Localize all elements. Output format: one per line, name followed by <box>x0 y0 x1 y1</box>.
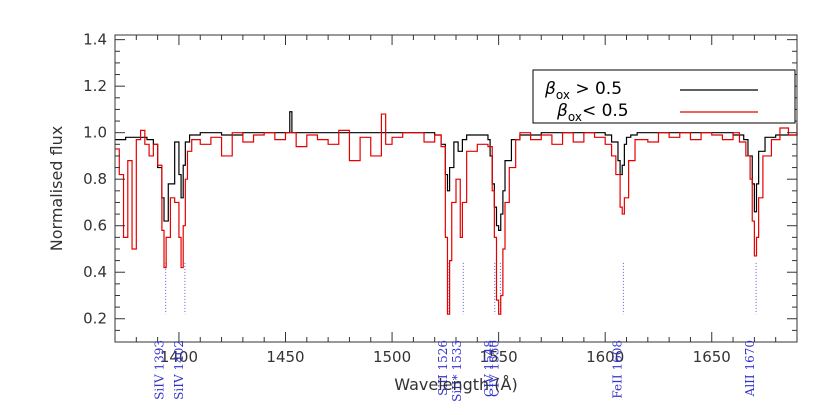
annotation-label: CIV 1548 <box>482 340 496 397</box>
annotation-marker-lines <box>165 262 757 315</box>
legend-box <box>532 69 796 124</box>
x-tick-label: 1400 <box>160 348 198 366</box>
x-tick-label: 1500 <box>373 348 411 366</box>
y-axis: 0.2 0.4 0.6 0.8 1.0 1.2 1.4 <box>83 31 797 331</box>
y-tick-label: 0.6 <box>83 217 107 235</box>
y-tick-label: 1.2 <box>83 77 107 95</box>
x-tick-label: 1650 <box>693 348 731 366</box>
x-axis-label: Wavelength (Å) <box>394 375 517 394</box>
legend-entry-label: βox< 0.5 <box>556 101 629 124</box>
annotation-label: SiII* 1533 <box>450 340 464 402</box>
x-tick-label: 1450 <box>266 348 304 366</box>
series-layer <box>115 111 798 315</box>
x-tick-label: 1600 <box>586 348 624 366</box>
annotation-labels: SiIV 1393 SiIV 1402 SiII 1526 SiII* 1533 CIV… <box>153 340 757 402</box>
annotation-label: FeII 1608 <box>610 340 624 399</box>
annotation-label: CIV 1550 <box>487 340 501 397</box>
x-axis: 1400 1450 1500 1550 1600 1650 <box>135 35 798 366</box>
legend-entry-label: βox > 0.5 <box>544 79 622 102</box>
annotation-label: SiIV 1402 <box>172 340 186 400</box>
x-tick-label: 1550 <box>480 348 518 366</box>
y-tick-label: 0.8 <box>83 170 107 188</box>
annotation-label: AlII 1670 <box>743 340 757 397</box>
annotation-label: SiIV 1393 <box>153 340 167 400</box>
annotation-label: SiII 1526 <box>436 340 450 396</box>
y-tick-label: 1.4 <box>83 31 107 49</box>
y-tick-label: 0.4 <box>83 263 107 281</box>
y-tick-label: 0.2 <box>83 310 107 328</box>
series-line-1 <box>115 111 798 231</box>
series-line-2 <box>115 113 798 315</box>
y-axis-label: Normalised flux <box>47 126 66 251</box>
y-tick-label: 1.0 <box>83 124 107 142</box>
